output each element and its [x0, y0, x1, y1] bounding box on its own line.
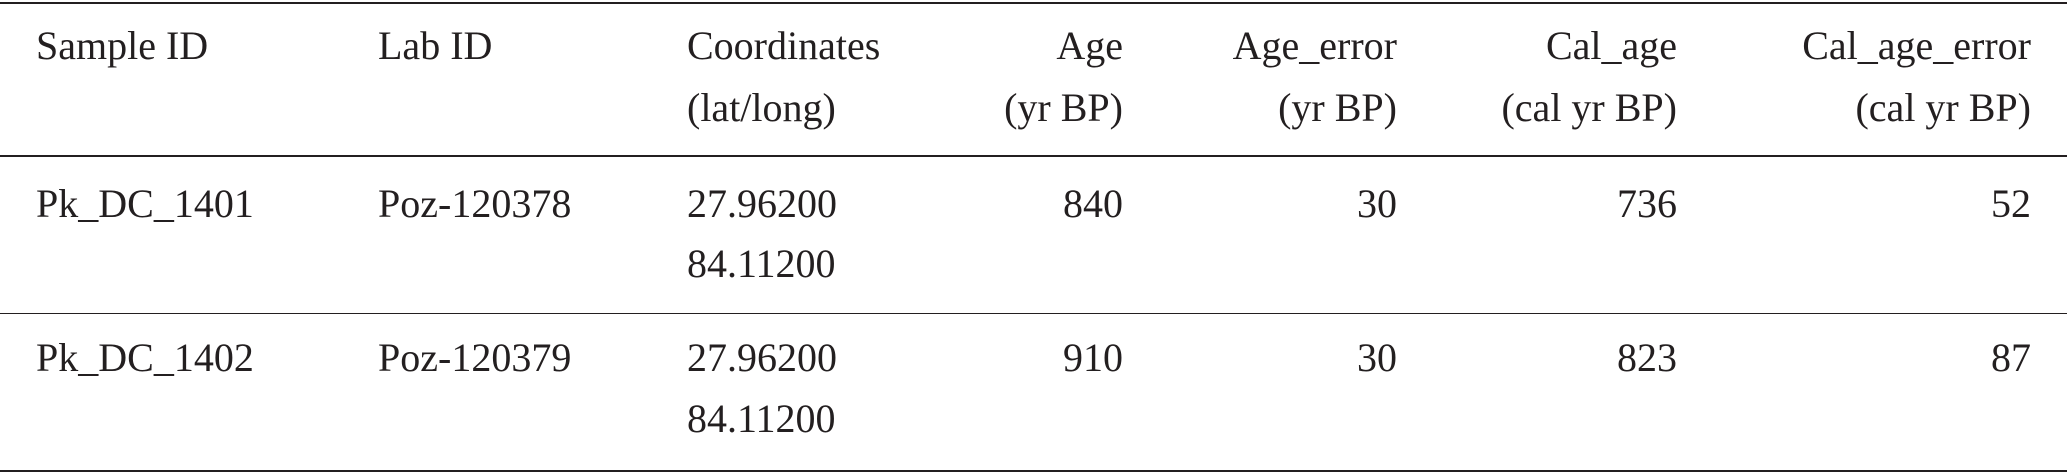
cell: 30 — [1357, 335, 1397, 380]
bottom-rule — [0, 470, 2067, 472]
cell: 736 — [1617, 181, 1677, 226]
row-rule — [0, 313, 2067, 314]
header-cell: Sample ID — [36, 23, 209, 68]
header-cell: (yr BP) — [1278, 85, 1397, 130]
cell: Poz-120378 — [378, 181, 572, 226]
header-rule — [0, 155, 2067, 157]
cell: 84.11200 — [687, 396, 836, 441]
cell: 30 — [1357, 181, 1397, 226]
cell: 52 — [1991, 181, 2031, 226]
header-cell: Cal_age — [1545, 23, 1677, 68]
header-cell: Age_error — [1232, 23, 1397, 68]
cell: 27.96200 — [687, 181, 837, 226]
cell: Pk_DC_1402 — [36, 335, 254, 380]
header-cell: Lab ID — [378, 23, 493, 68]
header-cell: Cal_age_error — [1802, 23, 2031, 68]
header-cell: (lat/long) — [687, 85, 836, 130]
header-cell: Age — [1056, 23, 1123, 68]
cell: Poz-120379 — [378, 335, 572, 380]
top-rule — [0, 2, 2067, 4]
header-cell: (cal yr BP) — [1501, 85, 1677, 130]
cell: Pk_DC_1401 — [36, 181, 254, 226]
cell: 87 — [1991, 335, 2031, 380]
header-cell: (yr BP) — [1004, 85, 1123, 130]
cell: 910 — [1063, 335, 1123, 380]
cell: 840 — [1063, 181, 1123, 226]
header-cell: Coordinates — [687, 23, 881, 68]
cell: 84.11200 — [687, 241, 836, 286]
cell: 823 — [1617, 335, 1677, 380]
header-cell: (cal yr BP) — [1855, 85, 2031, 130]
cell: 27.96200 — [687, 335, 837, 380]
